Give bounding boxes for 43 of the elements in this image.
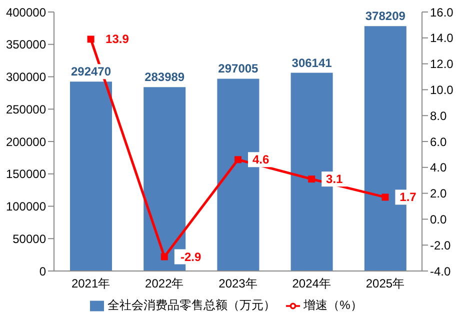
data-label: 306141 bbox=[292, 56, 332, 70]
y-tick-label: 0 bbox=[39, 264, 46, 278]
y2-tick-label: -2.0 bbox=[430, 238, 452, 252]
y2-tick-label: 8.0 bbox=[430, 108, 448, 123]
y-tick-label: 400000 bbox=[6, 5, 46, 20]
legend-label: 全社会消费品零售总额（万元） bbox=[108, 298, 276, 312]
y2-tick-label: 2.0 bbox=[430, 186, 448, 201]
y-tick-label: 200000 bbox=[6, 134, 46, 149]
point bbox=[382, 194, 389, 201]
y2-tick-label: 4.0 bbox=[430, 160, 448, 175]
x-tick-label: 2024年 bbox=[292, 276, 331, 291]
y-tick-label: 150000 bbox=[6, 167, 46, 182]
point bbox=[87, 36, 94, 43]
y2-tick-label: 16.0 bbox=[430, 5, 454, 20]
data-label: 1.7 bbox=[400, 190, 417, 204]
point bbox=[308, 176, 316, 183]
x-tick-label: 2022年 bbox=[145, 276, 184, 291]
y2-tick-label: 6.0 bbox=[430, 134, 448, 149]
y-tick-label: 50000 bbox=[12, 232, 46, 246]
data-label: 3.1 bbox=[326, 172, 344, 186]
y-tick-label: 100000 bbox=[6, 200, 46, 214]
data-label: -2.9 bbox=[180, 250, 202, 264]
y2-tick-label: 10.0 bbox=[430, 82, 454, 97]
data-label: 4.6 bbox=[252, 152, 270, 167]
point bbox=[234, 156, 242, 164]
point bbox=[160, 253, 168, 260]
data-label: 283989 bbox=[144, 70, 185, 84]
y2-tick-label: -4.0 bbox=[430, 264, 452, 278]
y2-tick-label: 0.0 bbox=[430, 212, 448, 226]
data-label: 13.9 bbox=[106, 32, 130, 46]
legend-label: 增速（%） bbox=[304, 298, 362, 312]
x-tick-label: 2021年 bbox=[71, 276, 110, 291]
y2-tick-label: 14.0 bbox=[430, 31, 454, 46]
data-label: 292470 bbox=[70, 64, 112, 79]
data-label: 297005 bbox=[218, 62, 259, 76]
y-tick-label: 350000 bbox=[6, 38, 46, 52]
y-tick-label: 250000 bbox=[6, 102, 46, 116]
x-tick-label: 2025年 bbox=[366, 276, 405, 291]
bar bbox=[70, 82, 112, 271]
data-label: 378209 bbox=[365, 9, 406, 24]
y2-tick-label: 12.0 bbox=[430, 57, 454, 72]
x-tick-label: 2023年 bbox=[218, 276, 258, 291]
y-tick-label: 300000 bbox=[6, 70, 46, 84]
